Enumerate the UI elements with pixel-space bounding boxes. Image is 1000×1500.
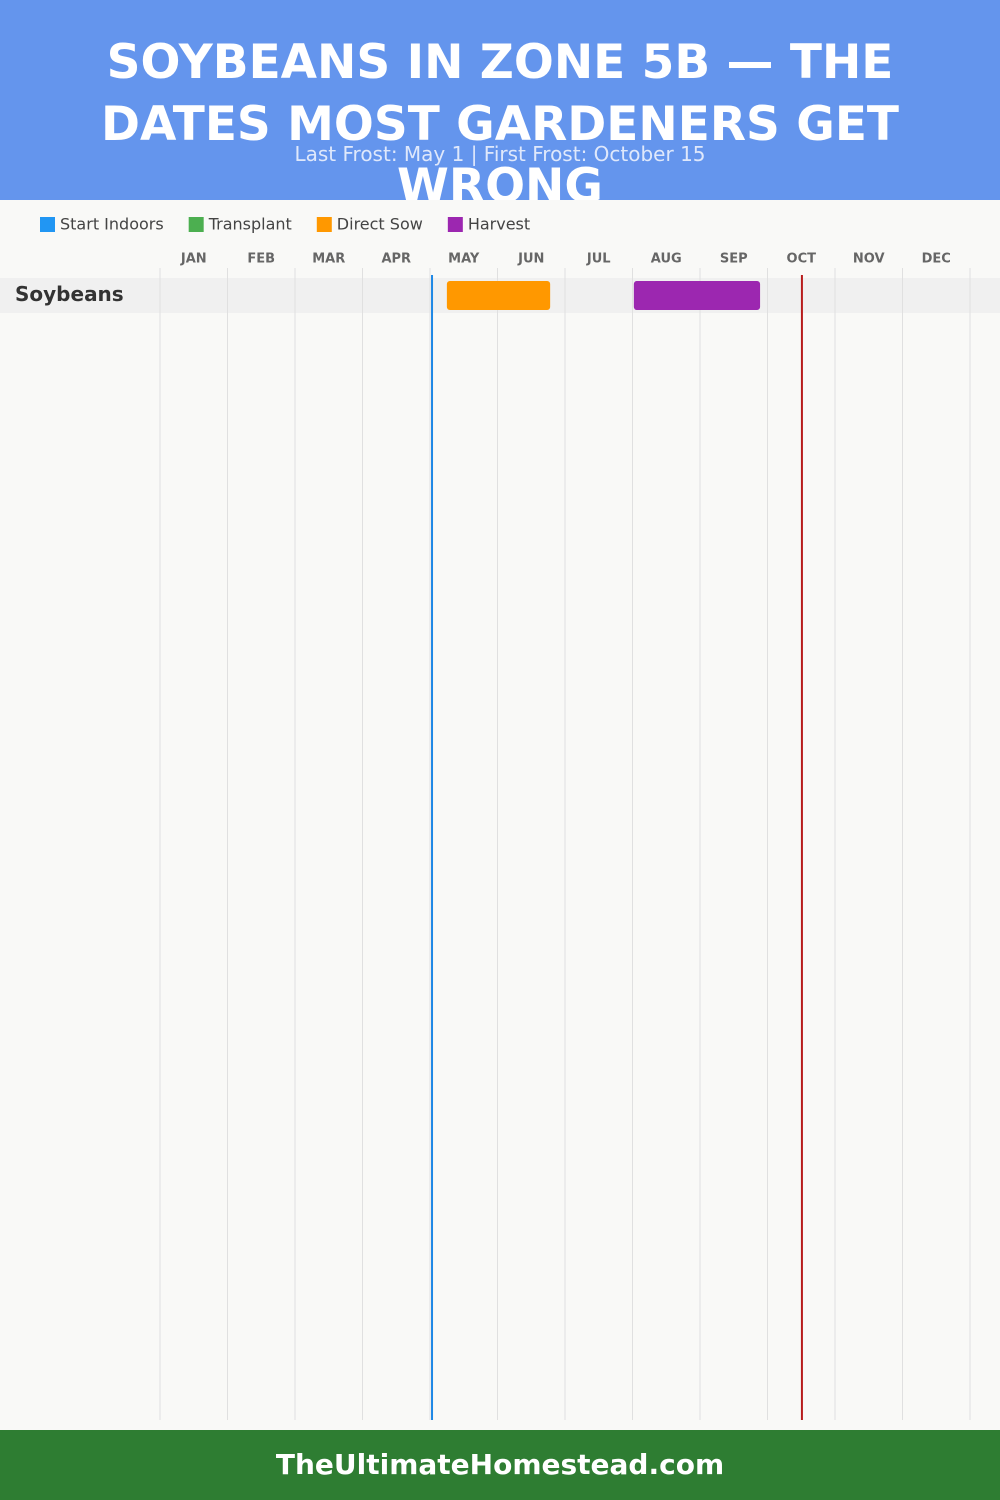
month-label: AUG <box>651 252 682 267</box>
month-label: JUL <box>586 252 611 267</box>
legend-label: Direct Sow <box>337 215 423 234</box>
month-label: OCT <box>787 252 817 267</box>
month-label: APR <box>381 252 411 267</box>
task-bar <box>446 281 551 310</box>
month-label: SEP <box>720 252 748 267</box>
header: SOYBEANS IN ZONE 5B — THE DATES MOST GAR… <box>0 0 1000 200</box>
month-label: MAY <box>448 252 480 267</box>
month-label: FEB <box>247 252 275 267</box>
chart-subtitle: Last Frost: May 1 | First Frost: October… <box>294 142 706 166</box>
month-label: JAN <box>180 252 207 267</box>
chart: Start Indoors Transplant Direct Sow Harvest… <box>0 215 1000 1420</box>
month-label: NOV <box>853 252 885 267</box>
month-label: MAR <box>312 252 345 267</box>
legend-swatch <box>40 217 55 232</box>
month-label: DEC <box>922 252 951 267</box>
legend-label: Transplant <box>208 215 292 234</box>
footer: TheUltimateHomestead.com <box>0 1430 1000 1500</box>
task-bar <box>633 281 761 310</box>
legend-swatch <box>188 217 204 232</box>
legend-label: Harvest <box>468 215 530 234</box>
row-label: Soybeans <box>15 282 124 306</box>
legend-swatch <box>316 217 332 232</box>
chart-title: SOYBEANS IN ZONE 5B — THE DATES MOST GAR… <box>101 35 899 200</box>
legend-swatch <box>447 217 463 232</box>
month-label: JUN <box>517 252 544 267</box>
legend-label: Start Indoors <box>60 215 164 234</box>
